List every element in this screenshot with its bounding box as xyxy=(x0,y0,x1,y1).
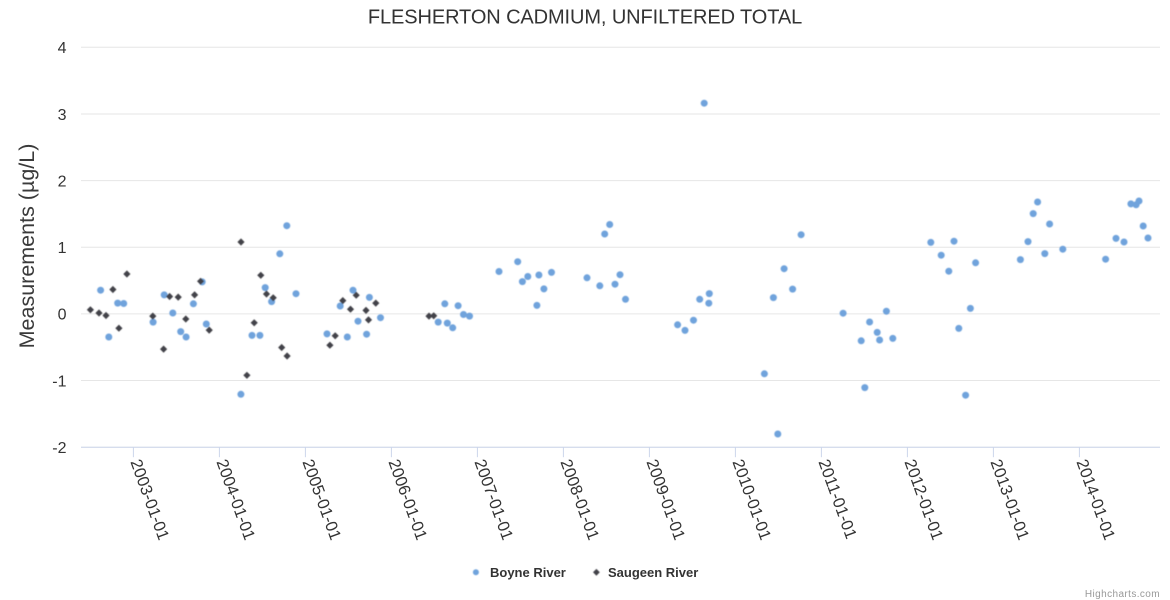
svg-text:3: 3 xyxy=(58,107,67,124)
svg-text:Saugeen River: Saugeen River xyxy=(608,565,698,580)
svg-text:Highcharts.com: Highcharts.com xyxy=(1085,589,1160,600)
svg-text:2: 2 xyxy=(58,173,67,190)
svg-text:0: 0 xyxy=(58,307,67,324)
svg-text:-2: -2 xyxy=(52,440,66,457)
svg-text:-1: -1 xyxy=(52,373,66,390)
svg-text:Boyne River: Boyne River xyxy=(490,565,566,580)
svg-text:1: 1 xyxy=(58,240,67,257)
svg-text:FLESHERTON CADMIUM, UNFILTERED: FLESHERTON CADMIUM, UNFILTERED TOTAL xyxy=(368,7,802,29)
svg-text:Measurements (µg/L): Measurements (µg/L) xyxy=(15,144,39,349)
svg-text:4: 4 xyxy=(58,40,67,57)
